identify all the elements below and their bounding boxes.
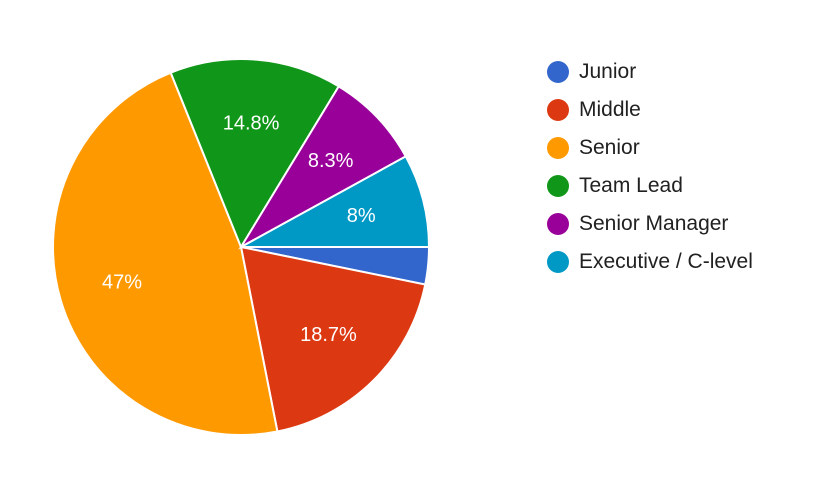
legend-swatch-icon (547, 213, 569, 235)
legend-label: Senior (579, 136, 640, 159)
legend: Junior Middle Senior Team Lead Senior Manage… (547, 53, 753, 281)
legend-swatch-icon (547, 137, 569, 159)
slice-label-team-lead: 14.8% (223, 112, 280, 134)
legend-swatch-icon (547, 251, 569, 273)
legend-swatch-icon (547, 99, 569, 121)
legend-label: Junior (579, 60, 637, 83)
slice-label-senior: 47% (102, 271, 142, 293)
legend-swatch-icon (547, 61, 569, 83)
legend-label: Middle (579, 98, 641, 121)
slice-label-executive-c-level: 8% (347, 205, 376, 227)
legend-item-executive-c-level[interactable]: Executive / C-level (547, 243, 753, 281)
legend-label: Senior Manager (579, 212, 729, 235)
legend-item-middle[interactable]: Middle (547, 91, 753, 129)
pie-slice-team-lead[interactable] (169, 58, 341, 250)
legend-label: Executive / C-level (579, 250, 753, 273)
slice-label-middle: 18.7% (300, 324, 357, 346)
legend-item-team-lead[interactable]: Team Lead (547, 167, 753, 205)
legend-item-senior-manager[interactable]: Senior Manager (547, 205, 753, 243)
pie-slice-senior-manager[interactable] (238, 85, 408, 250)
pie-slices (52, 58, 431, 436)
pie-slice-middle[interactable] (239, 245, 427, 433)
pie-labels: 18.7% 47% 14.8% 8.3% 8% (102, 112, 376, 346)
legend-item-junior[interactable]: Junior (547, 53, 753, 91)
pie-slice-senior[interactable] (52, 71, 279, 436)
legend-item-senior[interactable]: Senior (547, 129, 753, 167)
pie-slice-executive-c-level[interactable] (240, 155, 431, 248)
legend-label: Team Lead (579, 174, 683, 197)
slice-label-senior-manager: 8.3% (308, 150, 354, 172)
legend-swatch-icon (547, 175, 569, 197)
